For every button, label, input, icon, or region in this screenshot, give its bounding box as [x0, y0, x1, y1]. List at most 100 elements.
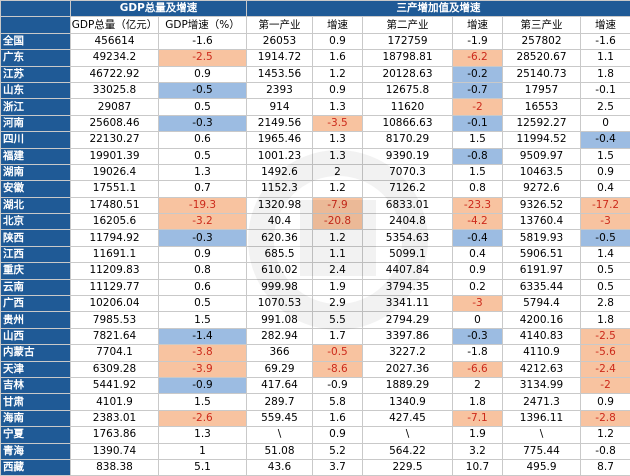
col-header-gdp-growth: GDP增速（%）	[159, 17, 247, 33]
table-cell: 69.29	[247, 361, 313, 377]
table-cell: 2149.56	[247, 115, 313, 131]
table-cell: 0.4	[453, 246, 503, 262]
table-cell: 2383.01	[71, 410, 159, 426]
table-cell: 1492.6	[247, 164, 313, 180]
table-cell: 0.4	[581, 181, 630, 197]
table-cell: -19.3	[159, 197, 247, 213]
table-cell: -0.4	[453, 230, 503, 246]
table-cell: -3.5	[313, 115, 363, 131]
table-cell: -0.3	[453, 328, 503, 344]
table-cell: 11129.77	[71, 279, 159, 295]
table-cell: 10463.5	[503, 164, 581, 180]
table-cell: -3	[581, 214, 630, 230]
table-cell: 16553	[503, 99, 581, 115]
province-name: 全国	[1, 33, 71, 49]
table-cell: 289.7	[247, 394, 313, 410]
table-cell: 2	[453, 377, 503, 393]
table-cell: 17957	[503, 82, 581, 98]
col-header-primary-growth: 增速	[313, 17, 363, 33]
table-cell: 0.9	[313, 427, 363, 443]
table-cell: -2.5	[159, 50, 247, 66]
table-cell: -2.6	[159, 410, 247, 426]
table-cell: 2.4	[313, 263, 363, 279]
table-cell: 0.5	[581, 279, 630, 295]
table-cell: 11794.92	[71, 230, 159, 246]
table-cell: 51.08	[247, 443, 313, 459]
table-cell: 0.6	[159, 279, 247, 295]
table-cell: 8.7	[581, 459, 630, 475]
table-cell: 2393	[247, 82, 313, 98]
table-cell: -0.8	[453, 148, 503, 164]
table-cell: 5354.63	[363, 230, 453, 246]
province-name: 内蒙古	[1, 345, 71, 361]
table-cell: 1.9	[453, 427, 503, 443]
table-cell: 7126.2	[363, 181, 453, 197]
table-cell: -5.6	[581, 345, 630, 361]
table-cell: 3.2	[453, 443, 503, 459]
table-cell: 5794.4	[503, 296, 581, 312]
province-name: 浙江	[1, 99, 71, 115]
table-cell: -2.4	[581, 361, 630, 377]
table-cell: 7985.53	[71, 312, 159, 328]
table-cell: 1390.74	[71, 443, 159, 459]
table-cell: 10866.63	[363, 115, 453, 131]
table-cell: 1.3	[313, 99, 363, 115]
table-cell: -0.3	[159, 115, 247, 131]
table-cell: 1.2	[581, 427, 630, 443]
province-name: 天津	[1, 361, 71, 377]
table-cell: 0.6	[159, 132, 247, 148]
table-cell: 5.5	[313, 312, 363, 328]
table-cell: 0.9	[581, 394, 630, 410]
col-header-primary: 第一产业	[247, 17, 313, 33]
table-cell: 40.4	[247, 214, 313, 230]
table-cell: 13760.4	[503, 214, 581, 230]
table-cell: 22130.27	[71, 132, 159, 148]
table-cell: 4407.84	[363, 263, 453, 279]
province-name: 吉林	[1, 377, 71, 393]
table-cell: -4.2	[453, 214, 503, 230]
table-cell: -1.8	[453, 345, 503, 361]
table-cell: 1.5	[159, 312, 247, 328]
table-cell: 4101.9	[71, 394, 159, 410]
table-cell: 1152.3	[247, 181, 313, 197]
table-cell: -0.3	[159, 230, 247, 246]
table-cell: 838.38	[71, 459, 159, 475]
province-name: 山东	[1, 82, 71, 98]
province-name: 江苏	[1, 66, 71, 82]
province-name: 山西	[1, 328, 71, 344]
table-cell: 172759	[363, 33, 453, 49]
table-cell: -0.1	[453, 115, 503, 131]
header-corner-2	[1, 17, 71, 33]
col-header-tertiary: 第三产业	[503, 17, 581, 33]
table-cell: -3.8	[159, 345, 247, 361]
table-cell: 18798.81	[363, 50, 453, 66]
province-name: 湖北	[1, 197, 71, 213]
table-cell: 2404.8	[363, 214, 453, 230]
table-cell: 0	[453, 312, 503, 328]
province-name: 青海	[1, 443, 71, 459]
province-name: 海南	[1, 410, 71, 426]
header-group-gdp: GDP总量及增速	[71, 1, 247, 17]
table-cell: 1.6	[313, 410, 363, 426]
table-cell: 46722.92	[71, 66, 159, 82]
table-cell: 3.7	[313, 459, 363, 475]
table-cell: -1.9	[453, 33, 503, 49]
table-cell: -8.6	[313, 361, 363, 377]
table-cell: 1.5	[581, 148, 630, 164]
table-cell: -0.2	[453, 66, 503, 82]
table-cell: 16205.6	[71, 214, 159, 230]
table-cell: \	[247, 427, 313, 443]
table-cell: -0.5	[313, 345, 363, 361]
table-cell: 6335.44	[503, 279, 581, 295]
table-cell: 991.08	[247, 312, 313, 328]
province-name: 云南	[1, 279, 71, 295]
table-cell: 1.5	[453, 132, 503, 148]
table-cell: 1396.11	[503, 410, 581, 426]
